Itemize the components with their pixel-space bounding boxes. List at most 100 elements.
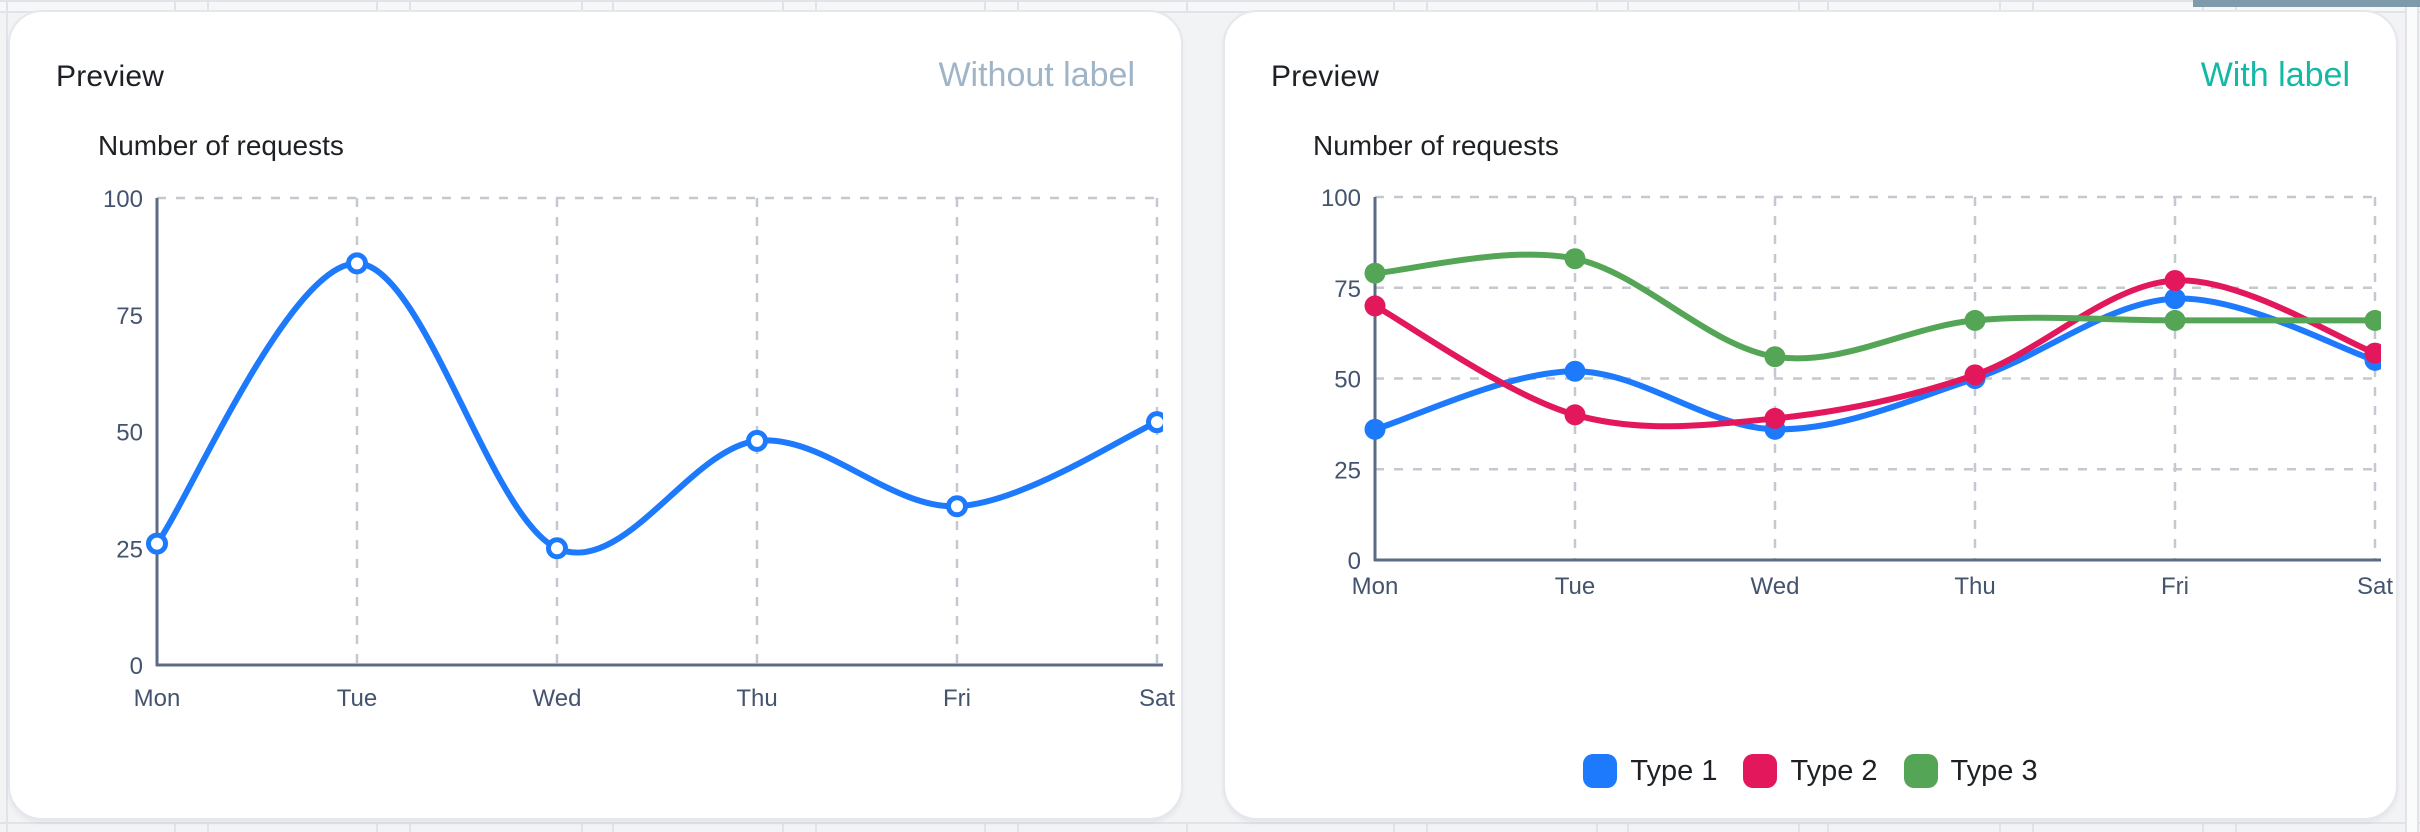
legend-label: Type 2 <box>1790 754 1878 787</box>
series-group <box>146 252 1163 560</box>
table-border-line <box>1596 0 1598 11</box>
data-point-marker <box>546 537 568 560</box>
preview-card-with-label: 0 25 50 75 100 Mon Tue Wed Thu Fri Sat Preview Wit… <box>1223 10 2398 820</box>
table-border-line <box>1393 822 1395 832</box>
data-point-marker <box>1146 411 1163 434</box>
x-tick-label: Wed <box>533 685 582 712</box>
table-border-line <box>1426 822 1428 832</box>
data-point-marker <box>146 532 168 555</box>
series-line-type-1 <box>1372 295 2378 433</box>
legend-label: Type 3 <box>1950 754 2038 787</box>
table-border-line <box>782 822 784 832</box>
table-border-line <box>1627 822 1629 832</box>
x-tick-label: Tue <box>1555 573 1595 600</box>
y-tick-label: 50 <box>1334 367 1361 394</box>
legend-item-type-3: Type 3 <box>1903 754 2038 788</box>
legend-item-type-2: Type 2 <box>1743 754 1878 788</box>
y-tick-label: 75 <box>116 303 143 330</box>
table-border-line <box>1596 822 1598 832</box>
table-border-line <box>1426 0 1428 11</box>
data-point-marker <box>2164 269 2186 291</box>
data-point-marker <box>2164 309 2186 331</box>
data-point-marker <box>1964 309 1986 331</box>
table-border-line <box>2405 0 2407 832</box>
table-border-line <box>1393 0 1395 11</box>
table-border-line <box>0 822 2420 824</box>
x-tick-label: Wed <box>1751 573 1800 600</box>
table-border-line <box>612 822 614 832</box>
x-tick-label: Sat <box>1139 685 1175 712</box>
y-tick-label: 100 <box>103 186 143 213</box>
table-border-line <box>612 0 614 11</box>
table-border-line <box>1017 0 1019 11</box>
legend-label: Type 1 <box>1630 754 1718 787</box>
table-border-line <box>1798 0 1800 11</box>
gridlines <box>157 196 1163 665</box>
axes <box>155 198 1163 667</box>
chart-title: Number of requests <box>1313 130 1559 161</box>
line-chart-single-series: 0 25 50 75 100 Mon Tue Wed Thu Fri Sat <box>103 186 1175 712</box>
y-tick-label: 75 <box>1334 276 1361 303</box>
data-point-marker <box>1564 248 1586 270</box>
topbar-accent <box>2193 0 2420 7</box>
data-point-marker <box>1564 404 1586 426</box>
table-border-line <box>581 0 583 11</box>
series-line-type-2 <box>1372 277 2378 430</box>
table-border-line <box>207 0 209 11</box>
y-tick-label: 25 <box>116 536 143 563</box>
background-table-header-strip <box>0 0 2420 11</box>
variant-label-without: Without label <box>938 56 1135 94</box>
data-point-marker <box>946 495 968 518</box>
data-point-marker <box>2164 288 2186 310</box>
data-point-marker <box>2364 342 2381 364</box>
table-border-line <box>1186 0 1188 11</box>
table-border-line <box>2235 822 2237 832</box>
data-point-marker <box>2364 309 2381 331</box>
table-border-line <box>174 0 176 11</box>
x-tick-label: Mon <box>1352 573 1399 600</box>
axes <box>1373 197 2381 562</box>
table-border-line <box>1017 822 1019 832</box>
chart-legend: Type 1 Type 2 Type 3 <box>1225 754 2396 788</box>
table-border-line <box>376 822 378 832</box>
data-point-marker <box>1364 295 1386 317</box>
table-border-line <box>2032 0 2034 11</box>
table-border-line <box>1827 822 1829 832</box>
x-tick-label: Tue <box>337 685 377 712</box>
data-point-marker <box>1964 364 1986 386</box>
card-title: Preview <box>56 60 165 93</box>
table-border-line <box>984 822 986 832</box>
table-border-line <box>782 0 784 11</box>
x-tick-label: Fri <box>2161 573 2189 600</box>
table-border-line <box>1798 822 1800 832</box>
legend-swatch <box>1903 754 1938 788</box>
variant-label-with: With label <box>2200 56 2350 94</box>
x-tick-label: Thu <box>736 685 777 712</box>
table-border-line <box>1827 0 1829 11</box>
table-border-line <box>581 822 583 832</box>
x-tick-label: Thu <box>1954 573 1995 600</box>
table-border-line <box>984 0 986 11</box>
data-point-marker <box>746 429 768 452</box>
table-border-line <box>174 822 176 832</box>
line-chart-multi-series: 0 25 50 75 100 Mon Tue Wed Thu Fri Sat <box>1321 185 2393 600</box>
table-border-line <box>815 0 817 11</box>
x-tick-label: Mon <box>134 685 181 712</box>
table-border-line <box>1186 822 1188 832</box>
card-title: Preview <box>1271 60 1380 93</box>
data-point-marker <box>1364 418 1386 440</box>
table-border-line <box>409 822 411 832</box>
table-border-line <box>376 0 378 11</box>
axis-labels: 0 25 50 75 100 Mon Tue Wed Thu Fri Sat <box>103 186 1175 712</box>
table-border-line <box>2032 822 2034 832</box>
legend-item-type-1: Type 1 <box>1583 754 1717 788</box>
table-border-line <box>207 822 209 832</box>
y-tick-label: 25 <box>1334 457 1361 484</box>
chart-title: Number of requests <box>98 130 344 161</box>
data-point-marker <box>1764 346 1786 368</box>
background-right-column <box>2407 7 2417 832</box>
y-tick-label: 100 <box>1321 185 1361 212</box>
table-border-line <box>0 11 2420 13</box>
y-tick-label: 50 <box>116 420 143 447</box>
axis-labels: 0 25 50 75 100 Mon Tue Wed Thu Fri Sat <box>1321 185 2393 600</box>
